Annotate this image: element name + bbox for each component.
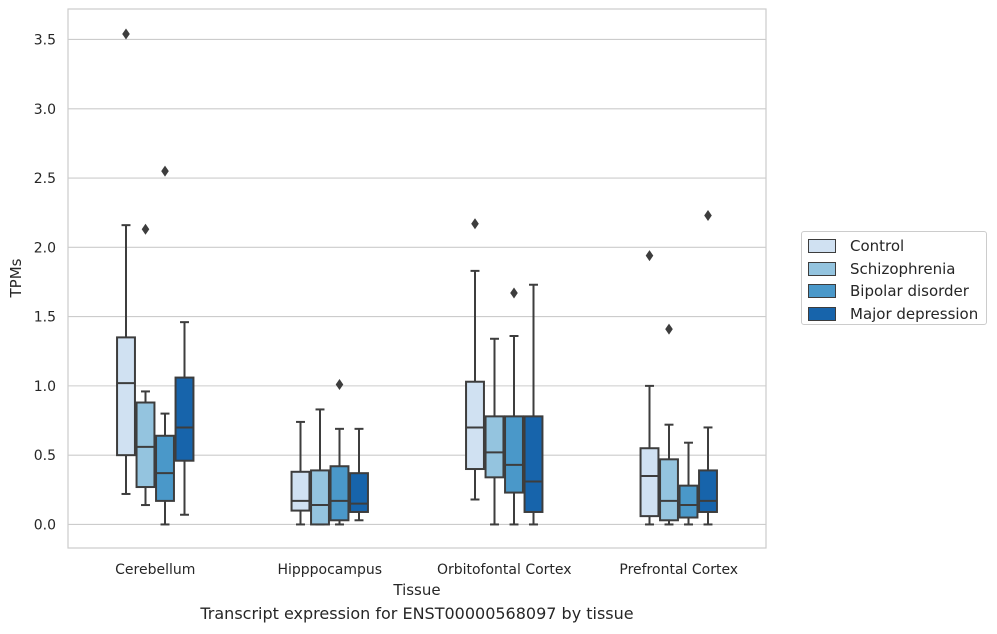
box <box>504 415 524 494</box>
y-axis-label: TPMs <box>7 258 25 298</box>
legend-swatch <box>808 261 836 276</box>
legend-item: Schizophrenia <box>808 258 955 280</box>
box <box>698 469 718 513</box>
box <box>116 336 136 457</box>
legend-label: Schizophrenia <box>850 259 956 278</box>
outlier-marker <box>704 209 712 221</box>
y-tick-label: 2.5 <box>34 171 56 187</box>
y-tick-label: 0.0 <box>34 517 56 533</box>
y-axis-ticks: 0.0 0.5 1.0 1.5 2.0 2.5 3.0 3.5 <box>34 32 56 533</box>
box <box>174 376 195 462</box>
y-tick-label: 3.5 <box>34 32 56 48</box>
x-tick-label: Cerebellum <box>115 562 195 578</box>
x-axis-ticks: Cerebellum Hipppocampus Orbitofontal Corte… <box>115 562 738 578</box>
box <box>465 380 485 471</box>
legend-label: Bipolar disorder <box>850 282 969 300</box>
legend: Control Schizophrenia Bipolar disorder Majo… <box>801 231 987 325</box>
outlier-marker <box>161 165 169 177</box>
legend-swatch <box>808 306 836 321</box>
plot-frame <box>67 8 767 549</box>
box-plot-series <box>116 28 718 526</box>
x-tick-label: Prefrontal Cortex <box>619 562 738 578</box>
box <box>310 469 330 526</box>
box <box>135 401 156 489</box>
legend-item: Control <box>808 235 904 257</box>
box <box>329 465 350 522</box>
figure-caption: Transcript expression for ENST0000056809… <box>200 604 634 623</box>
y-tick-label: 0.5 <box>34 448 56 464</box>
outlier-marker <box>141 223 150 235</box>
legend-swatch <box>808 239 836 253</box>
outlier-marker <box>665 323 673 335</box>
box <box>155 434 175 502</box>
legend-label: Major depression <box>850 304 979 323</box>
legend-item: Bipolar disorder <box>808 280 969 302</box>
x-axis-label: Tissue <box>392 581 440 599</box>
box <box>290 470 311 512</box>
outlier-marker <box>335 378 344 390</box>
series-bipolar-disorder <box>155 165 699 526</box>
series-control <box>116 28 660 526</box>
box <box>484 415 505 479</box>
box <box>349 472 369 513</box>
series-major-depression <box>174 209 718 526</box>
outlier-marker <box>471 218 479 230</box>
x-tick-label: Hipppocampus <box>277 562 382 578</box>
x-tick-label: Orbitofontal Cortex <box>437 562 572 578</box>
series-schizophrenia <box>135 223 679 526</box>
box <box>678 484 699 519</box>
outlier-marker <box>122 28 130 40</box>
outlier-marker <box>645 250 654 262</box>
box <box>659 458 679 522</box>
legend-item: Major depression <box>808 303 978 325</box>
outlier-marker <box>510 287 518 299</box>
legend-swatch <box>808 284 836 298</box>
legend-label: Control <box>850 237 905 255</box>
box <box>639 447 660 518</box>
y-tick-label: 3.0 <box>34 102 56 118</box>
y-tick-label: 2.0 <box>34 240 56 256</box>
y-tick-label: 1.0 <box>34 379 56 395</box>
box <box>523 415 544 513</box>
y-tick-label: 1.5 <box>34 310 56 326</box>
